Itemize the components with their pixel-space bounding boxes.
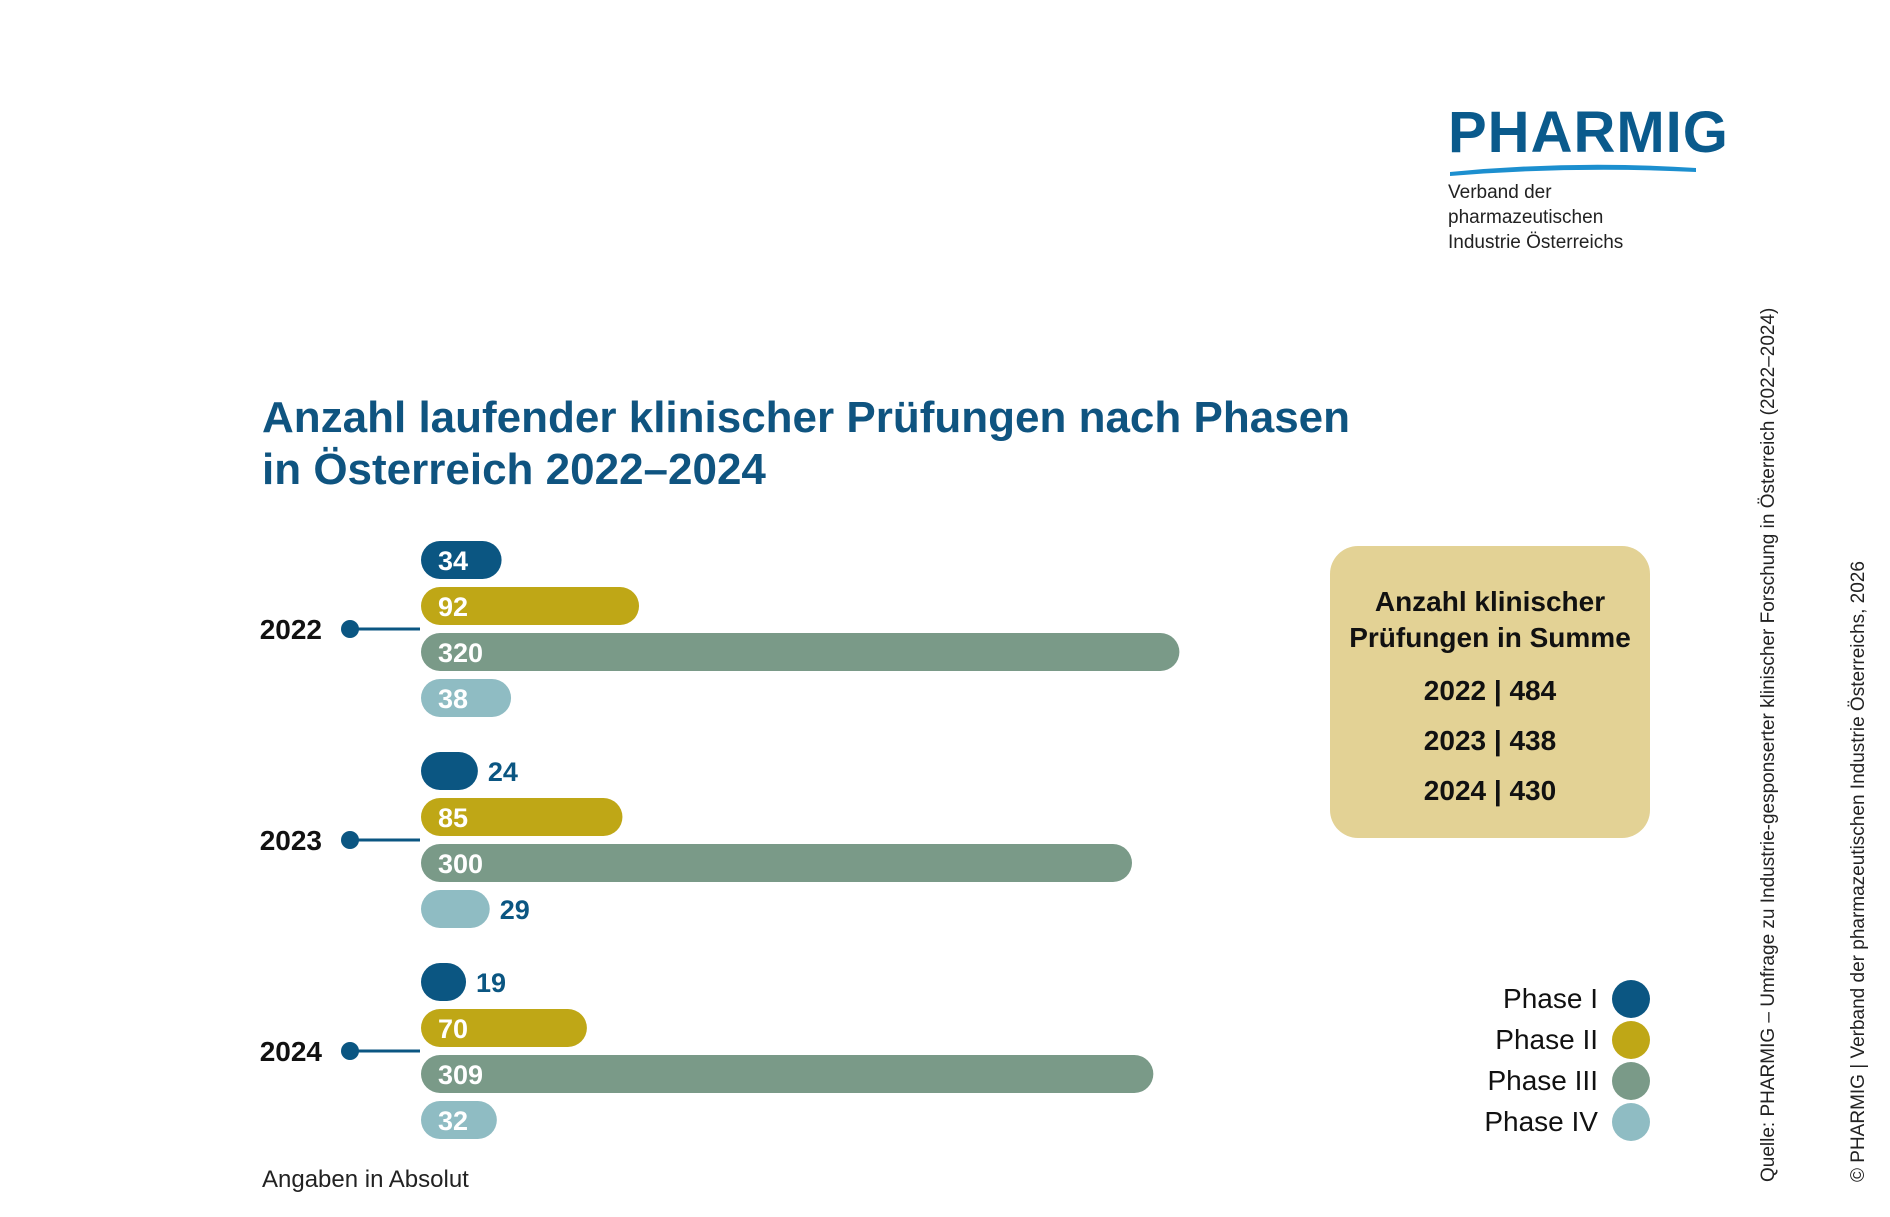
year-marker-dot [341, 1042, 359, 1060]
bar-value-label: 29 [500, 895, 530, 925]
legend: Phase I Phase II Phase III Phase IV [1420, 978, 1650, 1142]
logo-swoosh-icon [1450, 164, 1696, 176]
year-label: 2024 [260, 1036, 323, 1067]
bar [421, 1055, 1154, 1093]
units-note: Angaben in Absolut [262, 1166, 469, 1193]
bar [421, 752, 478, 790]
bar [421, 890, 490, 928]
chart-title-line-1: Anzahl laufender klinischer Prüfungen na… [262, 393, 1351, 442]
legend-item-phase-1: Phase I [1420, 978, 1650, 1019]
year-label: 2023 [260, 825, 322, 856]
bar [421, 541, 502, 579]
year-marker-dot [341, 831, 359, 849]
legend-swatch [1612, 979, 1650, 1018]
bar-value-label: 320 [438, 638, 483, 668]
bar-value-label: 300 [438, 849, 483, 879]
summary-title-line-2: Prüfungen in Summe [1349, 622, 1631, 653]
summary-box: Anzahl klinischer Prüfungen in Summe 202… [1330, 546, 1650, 838]
bar-value-label: 32 [438, 1106, 468, 1136]
legend-swatch [1612, 1102, 1650, 1141]
legend-swatch [1612, 1061, 1650, 1100]
summary-total-2022: 2022 | 484 [1423, 675, 1557, 706]
legend-label: Phase III [1487, 1064, 1598, 1096]
summary-title-line-1: Anzahl klinischer [1374, 586, 1606, 617]
year-label: 2022 [260, 614, 322, 645]
chart-title-line-2: in Österreich 2022–2024 [262, 445, 766, 494]
bar [421, 1009, 587, 1047]
legend-item-phase-2: Phase II [1420, 1019, 1650, 1060]
legend-item-phase-3: Phase III [1420, 1060, 1650, 1101]
source-note: Quelle: PHARMIG – Umfrage zu Industrie-g… [1758, 307, 1779, 1182]
bar-value-label: 38 [438, 684, 468, 714]
pharmig-logo: PHARMIG Verband der pharmazeutischen Ind… [1448, 100, 1729, 255]
bar-value-label: 19 [476, 968, 506, 998]
copyright-note: © PHARMIG | Verband der pharmazeutischen… [1848, 561, 1869, 1182]
logo-subtitle-2: Industrie Österreichs [1448, 232, 1624, 253]
bar [421, 587, 640, 625]
bar [421, 679, 512, 717]
logo-subtitle-1: Verband der pharmazeutischen [1448, 182, 1604, 228]
bar-value-label: 24 [488, 757, 518, 787]
legend-item-phase-4: Phase IV [1420, 1101, 1650, 1142]
chart-title: Anzahl laufender klinischer Prüfungen na… [262, 392, 1362, 496]
bar-value-label: 309 [438, 1060, 483, 1090]
summary-title: Anzahl klinischer Prüfungen in Summe [1330, 584, 1650, 656]
bar-value-label: 34 [438, 546, 468, 576]
bar [421, 844, 1132, 882]
summary-total-2023: 2023 | 438 [1423, 725, 1557, 756]
year-marker-dot [341, 620, 359, 638]
legend-swatch [1612, 1020, 1650, 1059]
bar [421, 1101, 497, 1139]
legend-label: Phase II [1495, 1023, 1598, 1055]
bar-value-label: 70 [438, 1014, 468, 1044]
bar [421, 798, 623, 836]
legend-label: Phase IV [1484, 1105, 1598, 1137]
bar [421, 963, 467, 1001]
bar-value-label: 92 [438, 592, 468, 622]
legend-label: Phase I [1503, 982, 1598, 1014]
summary-total-2024: 2024 | 430 [1423, 775, 1557, 806]
bar-value-label: 85 [438, 803, 468, 833]
logo-wordmark: PHARMIG [1448, 100, 1729, 165]
bar [421, 633, 1180, 671]
